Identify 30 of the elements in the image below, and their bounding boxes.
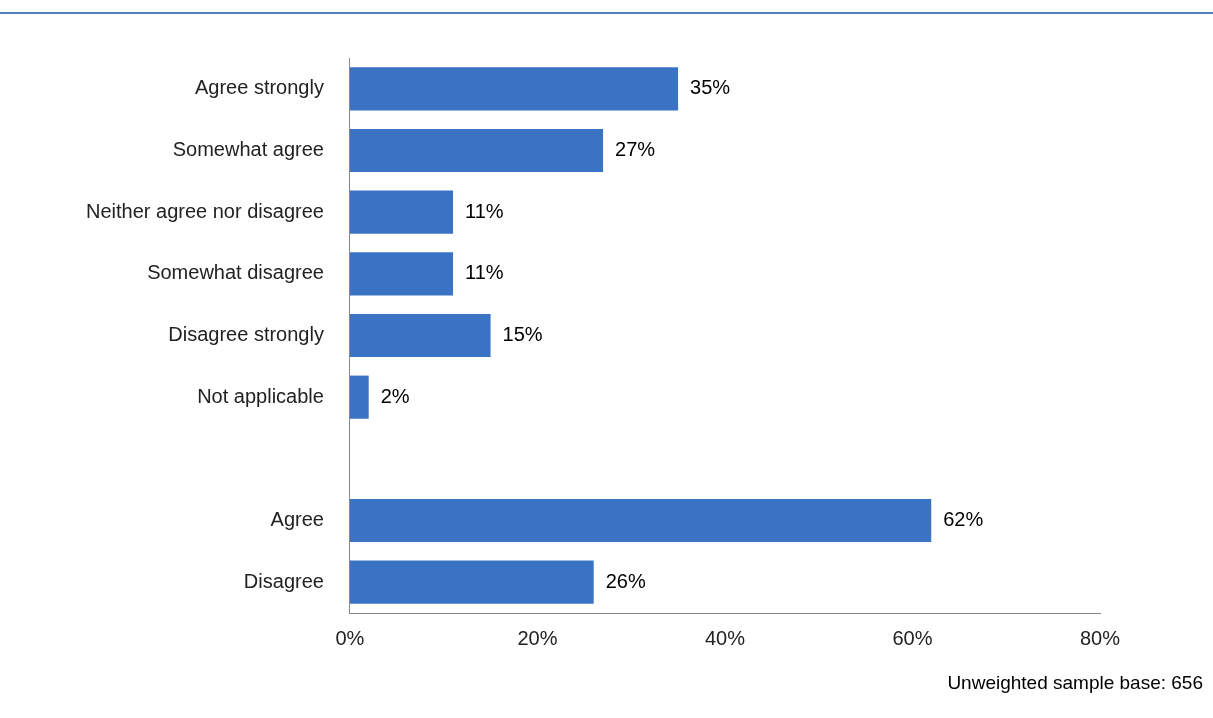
y-tick-label: Not applicable bbox=[197, 384, 324, 407]
bar bbox=[349, 67, 679, 111]
text: Unweighted sample base: 656 bbox=[946, 672, 1203, 694]
bar bbox=[349, 128, 604, 173]
y-tick-label: Disagree bbox=[243, 569, 324, 592]
data-label: 27% bbox=[615, 138, 656, 161]
y-tick-label: Somewhat disagree bbox=[147, 261, 324, 284]
y-tick-label: Agree strongly bbox=[194, 76, 324, 99]
y-tick-label: Disagree strongly bbox=[168, 323, 324, 346]
data-label: 35% bbox=[690, 76, 731, 99]
data-label: 2% bbox=[380, 384, 410, 407]
x-tick-label: 80% bbox=[1079, 626, 1121, 649]
data-label: 26% bbox=[605, 569, 646, 592]
bar bbox=[349, 375, 369, 419]
bar bbox=[349, 252, 454, 296]
data-label: 11% bbox=[465, 261, 504, 284]
bar bbox=[349, 190, 454, 234]
data-label: 15% bbox=[502, 323, 543, 346]
bar bbox=[349, 560, 594, 604]
y-tick-label: Agree bbox=[270, 508, 324, 531]
y-tick-label: Neither agree nor disagree bbox=[86, 199, 324, 222]
x-tick-label: 20% bbox=[517, 626, 558, 649]
x-tick-label: 40% bbox=[704, 626, 746, 649]
x-tick-label: 0% bbox=[335, 626, 365, 649]
y-tick-label: Somewhat agree bbox=[172, 138, 324, 161]
x-tick-label: 60% bbox=[892, 626, 933, 649]
data-label: 11% bbox=[465, 199, 504, 222]
bar bbox=[349, 498, 932, 543]
bar bbox=[349, 313, 491, 358]
data-label: 62% bbox=[943, 508, 984, 531]
